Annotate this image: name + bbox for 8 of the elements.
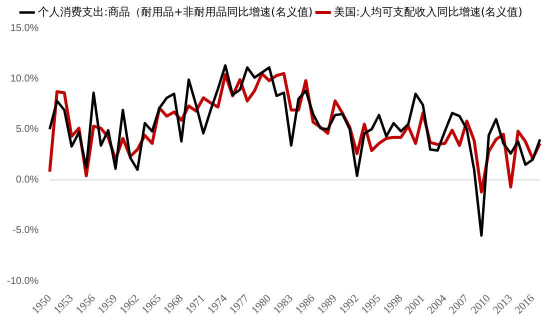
y-tick-label: 15.0%: [10, 22, 39, 34]
legend-label: 美国:人均可支配收入同比增速(名义值): [334, 5, 522, 18]
y-tick-label: 10.0%: [10, 73, 39, 84]
y-tick-label: -5.0%: [12, 225, 39, 236]
legend-label: 个人消费支出:商品（耐用品+非耐用品同比增速(名义值): [38, 5, 313, 18]
y-tick-label: -10.0%: [6, 276, 39, 287]
y-tick-label: 0.0%: [16, 174, 39, 186]
y-tick-label: 5.0%: [16, 124, 39, 135]
